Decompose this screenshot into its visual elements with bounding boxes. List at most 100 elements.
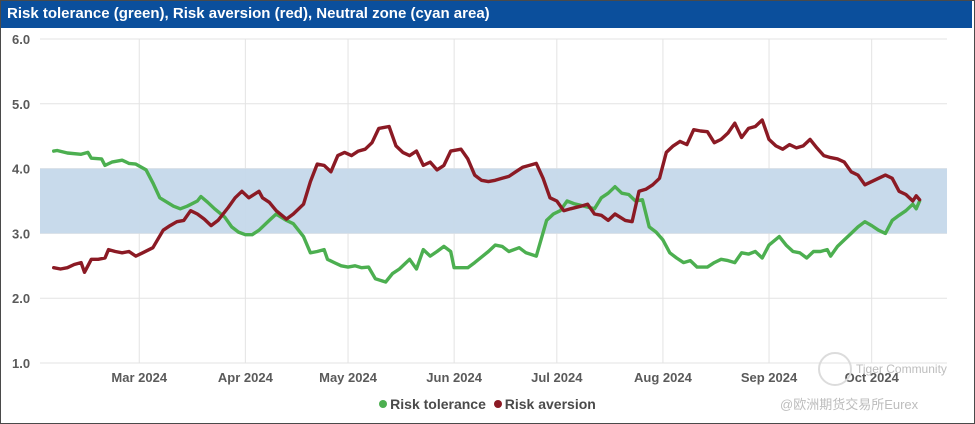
risk-aversion-point (364, 148, 366, 150)
risk-aversion-point (542, 177, 544, 180)
risk-aversion-point (196, 213, 199, 215)
risk-aversion-point (549, 196, 551, 199)
risk-aversion-point (915, 195, 917, 197)
risk-aversion-point (378, 127, 380, 130)
risk-tolerance-point (104, 164, 106, 167)
risk-aversion-point (494, 179, 497, 182)
title-bar: Risk tolerance (green), Risk aversion (r… (1, 1, 972, 28)
risk-tolerance-point (733, 261, 736, 264)
risk-tolerance-point (237, 231, 240, 233)
risk-tolerance-point (292, 222, 295, 225)
risk-aversion-point (128, 250, 130, 253)
risk-tolerance-point (52, 150, 55, 152)
risk-tolerance-point (621, 192, 623, 195)
risk-aversion-point (665, 151, 668, 154)
risk-aversion-point (275, 209, 277, 212)
risk-tolerance-point (573, 202, 575, 205)
risk-tolerance-point (360, 266, 363, 269)
x-tick-label: Jun 2024 (426, 370, 482, 385)
risk-tolerance-point (870, 224, 873, 227)
chart-title: Risk tolerance (green), Risk aversion (r… (7, 5, 490, 22)
risk-tolerance-point (224, 216, 226, 218)
risk-tolerance-point (812, 250, 815, 253)
risk-aversion-point (569, 207, 572, 210)
risk-aversion-point (152, 246, 154, 249)
risk-aversion-point (487, 180, 490, 183)
risk-aversion-point (586, 203, 589, 206)
risk-aversion-point (768, 138, 770, 141)
legend-item-risk-aversion[interactable]: Risk aversion (493, 396, 596, 412)
watermark-logo-icon (818, 352, 852, 386)
risk-aversion-point (217, 219, 219, 222)
risk-aversion-point (323, 164, 325, 167)
risk-aversion-point (843, 161, 846, 163)
risk-tolerance-point (706, 266, 709, 268)
risk-tolerance-point (449, 250, 452, 253)
risk-tolerance-point (566, 200, 568, 202)
risk-tolerance-point (761, 257, 763, 259)
risk-tolerance-point (682, 261, 685, 264)
risk-tolerance-point (326, 258, 329, 261)
risk-tolerance-point (662, 239, 664, 241)
risk-aversion-point (593, 213, 596, 215)
risk-aversion-point (480, 179, 483, 182)
risk-aversion-point (135, 255, 137, 257)
legend-item-risk-tolerance[interactable]: Risk tolerance (379, 396, 486, 412)
risk-tolerance-point (258, 229, 260, 231)
risk-tolerance-point (836, 245, 839, 248)
risk-aversion-point (556, 200, 558, 202)
risk-tolerance-point (559, 209, 562, 212)
y-tick-label: 5.0 (12, 97, 30, 112)
risk-tolerance-point (494, 244, 497, 246)
risk-tolerance-point (422, 248, 425, 251)
risk-aversion-point (443, 164, 445, 167)
risk-tolerance-point (747, 253, 750, 255)
risk-aversion-point (788, 143, 791, 146)
risk-aversion-point (316, 163, 319, 165)
y-tick-label: 1.0 (12, 356, 30, 371)
risk-aversion-point (528, 164, 531, 167)
watermark-community: Tiger Community (856, 362, 947, 376)
risk-aversion-point (169, 224, 171, 227)
risk-aversion-point (699, 130, 702, 132)
risk-aversion-point (408, 154, 411, 157)
risk-aversion-point (189, 209, 192, 212)
risk-aversion-point (343, 151, 346, 154)
risk-tolerance-point (408, 258, 411, 261)
legend: Risk tolerance Risk aversion (0, 396, 975, 412)
risk-tolerance-point (826, 248, 829, 251)
risk-aversion-point (162, 229, 165, 231)
risk-tolerance-point (111, 161, 113, 163)
risk-tolerance-point (354, 265, 356, 267)
risk-aversion-point (638, 190, 640, 193)
risk-aversion-point (754, 125, 757, 128)
risk-aversion-point (508, 175, 510, 178)
risk-aversion-point (607, 219, 609, 222)
risk-aversion-point (59, 268, 62, 270)
risk-aversion-point (672, 145, 674, 147)
risk-aversion-point (836, 158, 839, 160)
risk-tolerance-point (805, 257, 808, 259)
risk-aversion-point (388, 125, 390, 128)
risk-aversion-point (614, 213, 616, 215)
risk-tolerance-point (740, 252, 743, 254)
risk-tolerance-point (891, 219, 894, 222)
risk-tolerance-point (340, 265, 342, 267)
risk-aversion-point (579, 205, 582, 207)
risk-tolerance-point (323, 248, 325, 251)
x-tick-label: Aug 2024 (634, 370, 693, 385)
risk-aversion-point (449, 150, 452, 152)
risk-aversion-point (740, 136, 743, 139)
risk-aversion-point (241, 190, 243, 193)
risk-tolerance-point (648, 226, 651, 228)
risk-tolerance-point (436, 250, 438, 253)
risk-aversion-point (350, 154, 353, 157)
risk-tolerance-point (391, 272, 394, 275)
risk-aversion-point (624, 219, 627, 222)
risk-aversion-point (713, 141, 716, 144)
risk-tolerance-point (66, 152, 69, 154)
risk-aversion-point (227, 206, 230, 209)
risk-tolerance-point (857, 226, 859, 228)
risk-aversion-point (97, 258, 99, 261)
risk-tolerance-point (473, 261, 476, 264)
